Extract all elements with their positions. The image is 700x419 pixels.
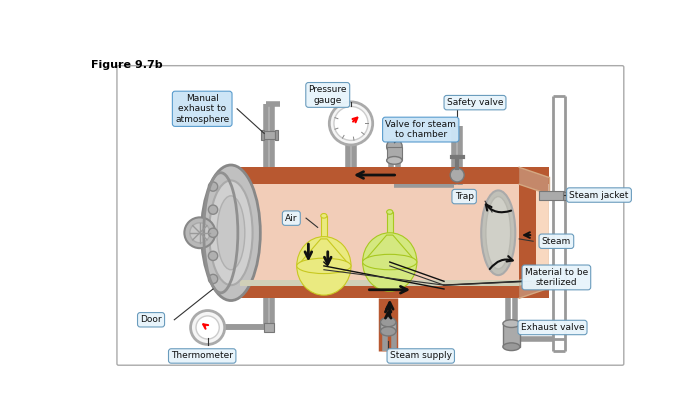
Ellipse shape <box>297 237 351 295</box>
Ellipse shape <box>486 197 510 269</box>
Text: Trap: Trap <box>455 192 474 201</box>
Polygon shape <box>519 184 549 281</box>
Bar <box>223 167 240 298</box>
Bar <box>275 130 278 140</box>
Text: Steam supply: Steam supply <box>390 352 452 360</box>
Ellipse shape <box>386 157 402 164</box>
Polygon shape <box>519 271 549 298</box>
Ellipse shape <box>297 258 351 274</box>
Bar <box>539 191 564 200</box>
Text: Manual
exhaust to
atmosphere: Manual exhaust to atmosphere <box>175 94 230 124</box>
Bar <box>262 131 275 139</box>
Text: Steam jacket: Steam jacket <box>569 191 629 199</box>
Text: Pressure
gauge: Pressure gauge <box>309 85 347 105</box>
Text: Door: Door <box>140 315 162 324</box>
Bar <box>223 167 549 184</box>
Bar <box>503 323 520 347</box>
Ellipse shape <box>209 181 253 285</box>
Circle shape <box>196 316 219 339</box>
FancyBboxPatch shape <box>117 66 624 365</box>
Text: Figure 9.7b: Figure 9.7b <box>92 59 163 70</box>
Ellipse shape <box>386 139 402 154</box>
Bar <box>261 130 264 140</box>
Bar <box>264 323 274 332</box>
Text: Valve for steam
to chamber: Valve for steam to chamber <box>385 120 456 139</box>
Text: Safety valve: Safety valve <box>447 98 503 107</box>
Bar <box>381 322 396 331</box>
Ellipse shape <box>190 223 210 243</box>
Ellipse shape <box>481 190 515 275</box>
Bar <box>240 280 519 286</box>
Polygon shape <box>298 239 350 266</box>
Ellipse shape <box>381 318 396 327</box>
Bar <box>321 216 327 239</box>
Ellipse shape <box>386 210 393 214</box>
Circle shape <box>190 310 225 344</box>
Circle shape <box>334 106 368 140</box>
Circle shape <box>209 182 218 191</box>
Polygon shape <box>519 167 549 194</box>
Bar <box>519 167 536 298</box>
Circle shape <box>450 168 464 182</box>
Ellipse shape <box>321 214 327 218</box>
Circle shape <box>209 251 218 261</box>
Ellipse shape <box>363 233 417 291</box>
Text: Thermometer: Thermometer <box>172 352 233 360</box>
Ellipse shape <box>363 254 417 270</box>
Circle shape <box>329 102 372 145</box>
Circle shape <box>209 228 218 238</box>
Ellipse shape <box>184 217 216 248</box>
Ellipse shape <box>217 196 245 270</box>
Bar <box>240 184 519 281</box>
Ellipse shape <box>202 165 260 300</box>
Circle shape <box>209 205 218 214</box>
Polygon shape <box>363 235 416 262</box>
Text: Material to be
sterilized: Material to be sterilized <box>525 268 588 287</box>
Polygon shape <box>519 271 549 286</box>
Bar <box>386 212 393 235</box>
Text: Exhaust valve: Exhaust valve <box>521 323 584 332</box>
Bar <box>223 281 549 298</box>
Polygon shape <box>519 184 549 281</box>
Ellipse shape <box>503 343 520 351</box>
Text: Air: Air <box>285 214 298 222</box>
Text: Steam: Steam <box>542 237 571 246</box>
Circle shape <box>209 274 218 284</box>
Bar <box>386 147 402 160</box>
Ellipse shape <box>381 327 396 336</box>
Ellipse shape <box>503 320 520 328</box>
Bar <box>563 192 567 200</box>
